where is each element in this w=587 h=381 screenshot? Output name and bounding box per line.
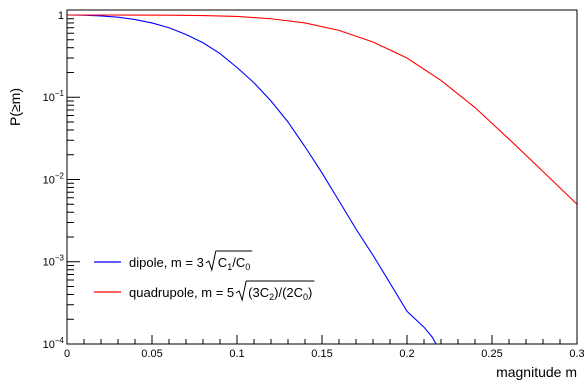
radical-sign xyxy=(235,280,247,302)
y-tick-label: 10−3 xyxy=(43,254,65,269)
ticks-layer: 0 0.05 0.1 0.15 0.2 0.25 0.3 1 10−1 10−2 10−3 10−4 xyxy=(43,10,585,360)
y-tick-label: 10−2 xyxy=(43,171,65,186)
legend-radicand: (3C2)/(2C0) xyxy=(248,285,312,302)
x-tick-label: 0 xyxy=(64,348,70,360)
lines-layer xyxy=(66,14,578,345)
radical-sign xyxy=(205,250,217,272)
legend-label: dipole, m = 3 xyxy=(129,255,204,270)
x-tick-label: 0.2 xyxy=(399,348,414,360)
y-tick-label: 1 xyxy=(58,10,64,22)
x-tick-label: 0.3 xyxy=(569,348,584,360)
y-tick-label: 10−4 xyxy=(43,336,65,351)
x-tick-label: 0.1 xyxy=(229,348,244,360)
legend: dipole, m = 3 C1/C0 quadrupole, m = 5 (3C… xyxy=(94,250,315,302)
x-tick-label: 0.15 xyxy=(311,348,332,360)
series-line-dipole xyxy=(66,14,437,345)
x-axis-title: magnitude m xyxy=(496,364,577,380)
x-tick-label: 0.25 xyxy=(481,348,502,360)
series-line-quadrupole xyxy=(67,14,578,205)
plot-frame xyxy=(66,9,578,345)
legend-radicand: C1/C0 xyxy=(218,255,250,272)
x-tick-label: 0.05 xyxy=(141,348,162,360)
y-axis-title: P(≥m) xyxy=(7,88,23,126)
legend-label: quadrupole, m = 5 xyxy=(129,285,234,300)
y-tick-label: 10−1 xyxy=(43,89,65,104)
